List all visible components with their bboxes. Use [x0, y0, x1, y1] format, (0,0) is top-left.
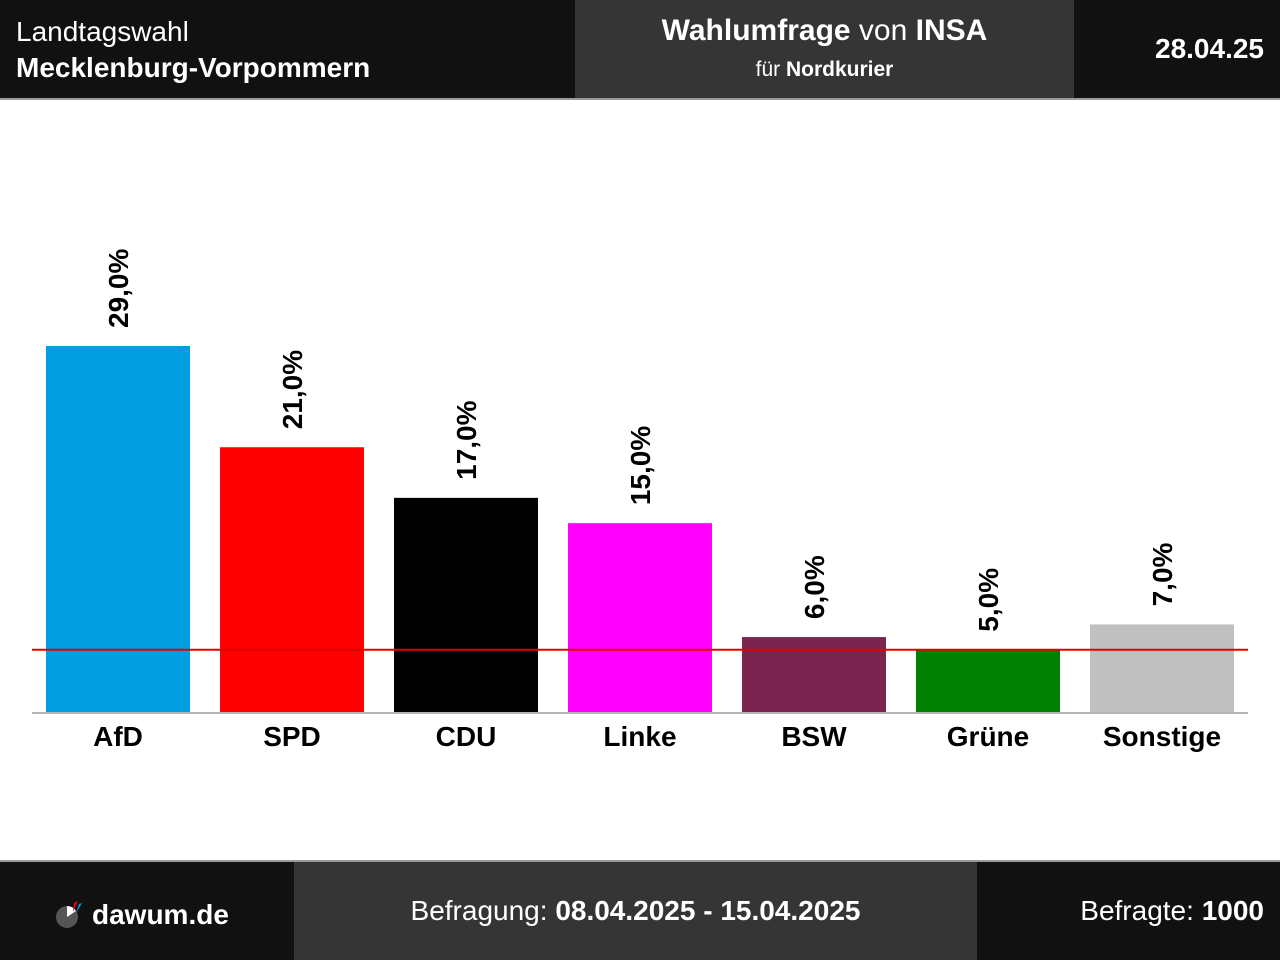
footer-brand-panel: dawum.de	[0, 862, 294, 960]
value-label-bsw: 6,0%	[799, 555, 830, 619]
poll-title-connector: von	[858, 14, 908, 47]
publication-date: 28.04.25	[1155, 33, 1264, 64]
respondents-count: 1000	[1201, 895, 1264, 926]
poll-client: für Nordkurier	[575, 58, 1074, 82]
header: Landtagswahl Mecklenburg-Vorpommern Wahl…	[0, 0, 1280, 98]
dawum-logo-icon	[56, 901, 82, 928]
header-poll-panel: Wahlumfrage von INSA für Nordkurier	[575, 0, 1074, 98]
value-label-cdu: 17,0%	[451, 400, 482, 479]
header-state-panel: Landtagswahl Mecklenburg-Vorpommern	[0, 0, 575, 98]
value-label-sonstige: 7,0%	[1147, 542, 1178, 606]
category-label-bsw: BSW	[781, 721, 847, 752]
footer-period-panel: Befragung: 08.04.2025 - 15.04.2025	[294, 862, 977, 960]
value-label-afd: 29,0%	[103, 249, 134, 328]
bar-bsw	[742, 637, 886, 713]
value-label-linke: 15,0%	[625, 426, 656, 505]
respondents-label: Befragte:	[1080, 895, 1194, 926]
bar-cdu	[394, 497, 538, 713]
election-type: Landtagswahl	[16, 16, 189, 47]
category-label-spd: SPD	[263, 721, 321, 752]
chart-bars	[46, 346, 1234, 713]
bar-chart: 29,0% AfD 21,0% SPD 17,0% CDU 15,0% Linke 6,0% BS…	[32, 249, 1248, 752]
category-label-afd: AfD	[93, 721, 143, 752]
survey-period-label: Befragung:	[410, 895, 548, 926]
bar-sonstige	[1090, 624, 1234, 713]
poll-client-name: Nordkurier	[786, 58, 894, 81]
category-label-cdu: CDU	[436, 721, 497, 752]
bar-afd	[46, 346, 190, 713]
bar-linke	[568, 523, 712, 713]
header-divider	[0, 98, 1280, 100]
poll-client-prefix: für	[755, 58, 781, 81]
header-date-panel: 28.04.25	[1074, 0, 1280, 98]
bar-gruene	[916, 649, 1060, 713]
bar-spd	[220, 447, 364, 713]
footer-divider	[0, 860, 1280, 862]
survey-period: Befragung: 08.04.2025 - 15.04.2025	[294, 895, 977, 927]
category-label-gruene: Grüne	[947, 721, 1029, 752]
poll-institute: INSA	[915, 14, 988, 47]
category-label-sonstige: Sonstige	[1103, 721, 1221, 752]
respondents: Befragte: 1000	[1080, 895, 1264, 927]
poll-title: Wahlumfrage von INSA	[575, 14, 1074, 48]
value-label-spd: 21,0%	[277, 350, 308, 429]
survey-period-value: 08.04.2025 - 15.04.2025	[555, 895, 861, 926]
chart-labels: 29,0% AfD 21,0% SPD 17,0% CDU 15,0% Linke 6,0% BS…	[93, 249, 1221, 752]
footer-respondents-panel: Befragte: 1000	[977, 862, 1280, 960]
footer: dawum.de Befragung: 08.04.2025 - 15.04.2…	[0, 860, 1280, 960]
value-label-gruene: 5,0%	[973, 568, 1004, 632]
brand-name: dawum.de	[92, 899, 229, 930]
category-label-linke: Linke	[603, 721, 676, 752]
state-name: Mecklenburg-Vorpommern	[16, 52, 371, 83]
poll-title-label: Wahlumfrage	[661, 14, 851, 47]
